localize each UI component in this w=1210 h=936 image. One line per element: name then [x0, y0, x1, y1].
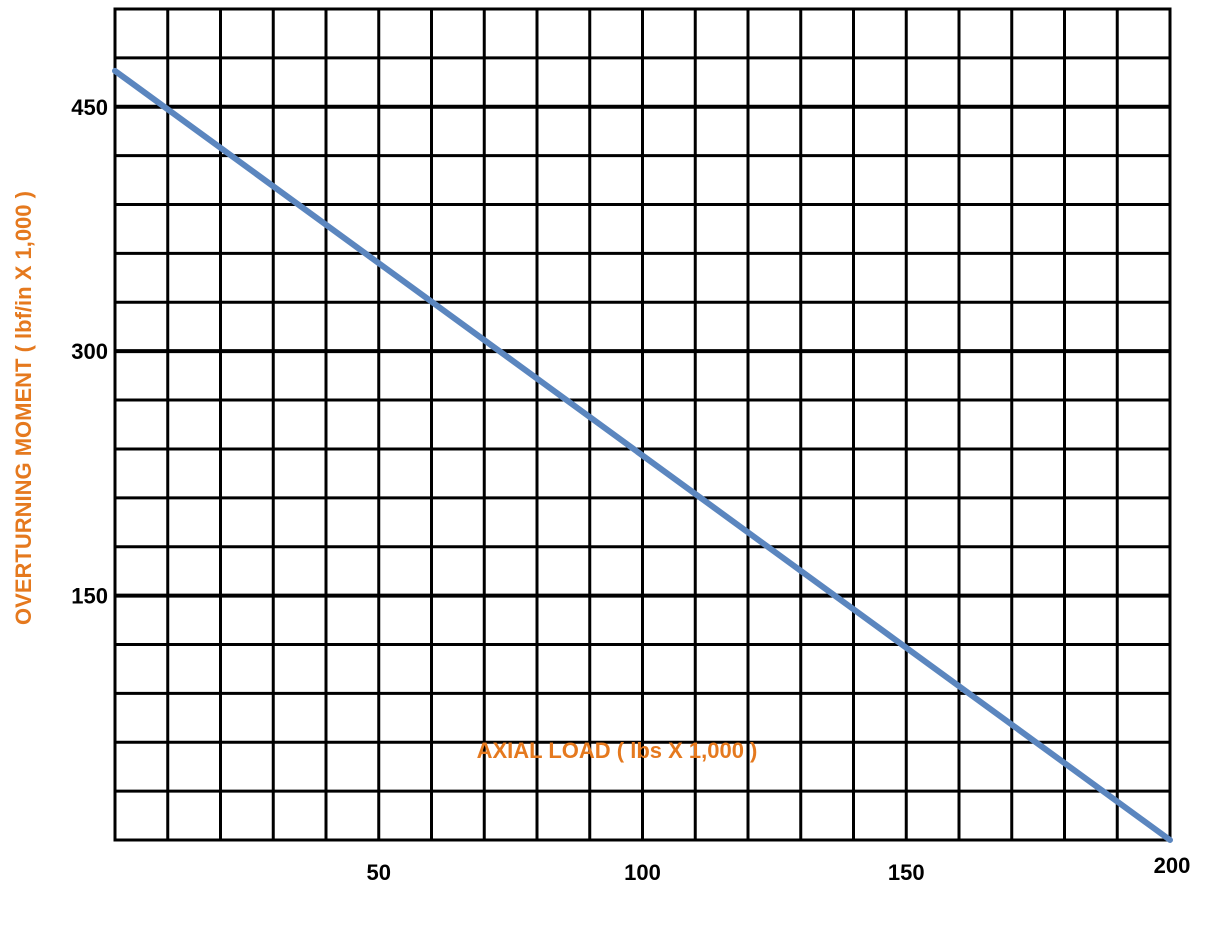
grid [113, 7, 1172, 842]
y-tick-label: 300 [71, 339, 108, 364]
x-axis-title: AXIAL LOAD ( lbs X 1,000 ) [477, 738, 758, 763]
plot-frame [113, 7, 1172, 842]
x-tick-label: 50 [367, 860, 391, 885]
x-tick-label: 150 [888, 860, 925, 885]
x-tick-labels: 50 100 150 200 [367, 853, 1191, 885]
series-layer [112, 67, 1173, 843]
y-tick-label: 150 [71, 584, 108, 609]
y-axis-title: OVERTURNING MOMENT ( lbf/in X 1,000 ) [11, 191, 36, 625]
y-tick-label: 450 [71, 95, 108, 120]
series-line [112, 67, 1173, 843]
x-tick-label: 100 [624, 860, 661, 885]
y-tick-labels: 150 300 450 [71, 95, 108, 609]
x-tick-label: 200 [1154, 853, 1191, 878]
